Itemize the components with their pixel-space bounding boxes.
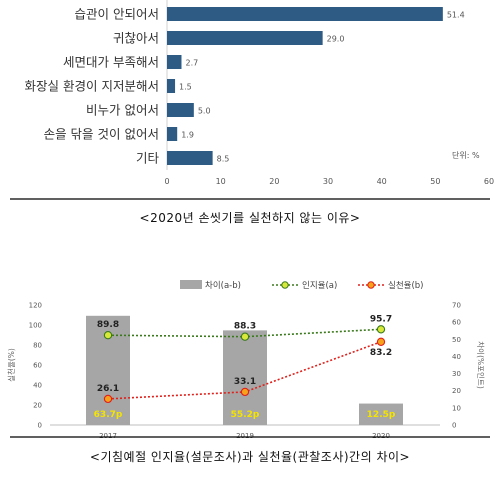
y-left-tick-label: 20 bbox=[33, 402, 42, 410]
difference-bar bbox=[223, 330, 267, 425]
legend-label: 차이(a-b) bbox=[205, 280, 241, 291]
x-tick-label: 0 bbox=[164, 177, 169, 186]
data-label: 8.5 bbox=[217, 155, 230, 164]
practice-point bbox=[103, 394, 113, 404]
practice-data-label: 33.1 bbox=[234, 377, 256, 387]
x-tick-label: 2020 bbox=[372, 432, 390, 440]
awareness-point bbox=[240, 332, 250, 341]
awareness-data-label: 89.8 bbox=[97, 320, 119, 330]
awareness-data-label: 95.7 bbox=[370, 314, 392, 324]
data-label: 29.0 bbox=[327, 35, 345, 44]
difference-bar-label: 63.7p bbox=[94, 410, 123, 420]
y-right-axis-title: 차이(%포인트) bbox=[476, 341, 486, 389]
x-tick-label: 50 bbox=[430, 177, 440, 186]
legend-label: 인지율(a) bbox=[302, 280, 337, 291]
y-right-tick-label: 30 bbox=[452, 370, 461, 378]
awareness-data-label: 88.3 bbox=[234, 322, 256, 332]
awareness-point bbox=[103, 331, 113, 340]
category-label: 습관이 안되어서 bbox=[75, 7, 159, 22]
y-right-tick-label: 20 bbox=[452, 387, 461, 395]
reasons-bar-chart: 습관이 안되어서 51.4 귀찮아서 29.0 세면대가 부족해서 2.7 화장실 환경이 … bbox=[25, 0, 494, 186]
category-label: 세면대가 부족해서 bbox=[63, 55, 159, 70]
category-label: 귀찮아서 bbox=[113, 31, 159, 46]
unit-note: 단위: % bbox=[452, 150, 480, 160]
y-left-axis-title: 실천율(%) bbox=[6, 348, 16, 382]
data-label: 2.7 bbox=[185, 59, 198, 68]
data-label: 1.9 bbox=[181, 131, 194, 140]
x-tick-label: 10 bbox=[216, 177, 226, 186]
difference-bar-label: 55.2p bbox=[231, 410, 260, 420]
legend-marker bbox=[367, 281, 375, 289]
practice-point bbox=[376, 337, 386, 346]
bar bbox=[167, 31, 323, 45]
practice-data-label: 83.2 bbox=[370, 348, 392, 358]
y-left-tick-label: 100 bbox=[29, 322, 42, 330]
x-tick-label: 60 bbox=[484, 177, 494, 186]
y-left-tick-label: 0 bbox=[38, 422, 42, 430]
bar bbox=[167, 103, 194, 117]
bar bbox=[167, 7, 443, 21]
bar bbox=[167, 151, 213, 165]
bar bbox=[167, 127, 178, 141]
x-tick-label: 2017 bbox=[99, 432, 117, 440]
bar bbox=[167, 55, 182, 69]
x-tick-label: 30 bbox=[323, 177, 333, 186]
x-tick-label: 20 bbox=[269, 177, 279, 186]
y-right-tick-label: 50 bbox=[452, 336, 461, 344]
chart1-caption: <2020년 손씻기를 실천하지 않는 이유> bbox=[140, 210, 361, 225]
data-label: 51.4 bbox=[447, 11, 465, 20]
y-right-tick-label: 70 bbox=[452, 302, 461, 310]
y-right-tick-label: 40 bbox=[452, 353, 461, 361]
bar bbox=[167, 79, 176, 93]
y-left-tick-label: 60 bbox=[33, 362, 42, 370]
y-left-tick-label: 40 bbox=[33, 382, 42, 390]
y-left-tick-label: 120 bbox=[29, 302, 42, 310]
data-label: 5.0 bbox=[198, 107, 211, 116]
legend: 차이(a-b) 인지율(a) 실천율(b) bbox=[180, 280, 424, 291]
y-right-tick-label: 10 bbox=[452, 404, 461, 412]
category-label: 기타 bbox=[136, 151, 160, 166]
y-left-tick-label: 80 bbox=[33, 342, 42, 350]
data-label: 1.5 bbox=[179, 83, 192, 92]
y-right-tick-label: 0 bbox=[452, 422, 456, 430]
y-right-tick-label: 60 bbox=[452, 319, 461, 327]
cough-etiquette-combo-chart: 차이(a-b) 인지율(a) 실천율(b) 0 20 40 60 80 100 120 0 10 20 3… bbox=[6, 280, 486, 440]
x-tick-label: 2019 bbox=[236, 432, 254, 440]
practice-point bbox=[240, 387, 250, 397]
legend-marker bbox=[281, 281, 289, 289]
category-label: 손을 닦을 것이 없어서 bbox=[44, 127, 159, 142]
awareness-point bbox=[376, 325, 386, 334]
category-label: 화장실 환경이 지저분해서 bbox=[25, 79, 159, 94]
legend-swatch-bar bbox=[180, 280, 202, 289]
practice-data-label: 26.1 bbox=[97, 384, 119, 394]
x-tick-label: 40 bbox=[377, 177, 387, 186]
difference-bar-label: 12.5p bbox=[367, 410, 396, 420]
difference-bar bbox=[359, 403, 403, 425]
legend-label: 실천율(b) bbox=[388, 280, 424, 291]
category-label: 비누가 없어서 bbox=[86, 103, 159, 118]
chart2-caption: <기침예절 인지율(설문조사)과 실천율(관찰조사)간의 차이> bbox=[90, 449, 410, 464]
